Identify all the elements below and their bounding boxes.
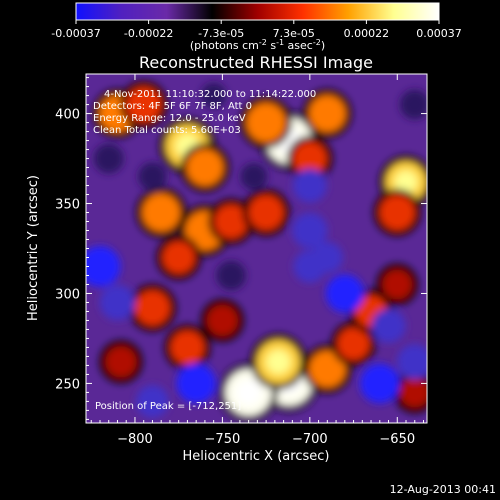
annotations: 4-Nov-2011 11:10:32.000 to 11:14:22.000 … xyxy=(93,89,316,412)
heatmap-blob xyxy=(99,284,136,321)
heatmap-blob-core xyxy=(394,170,418,194)
chart-title: Reconstructed RHESSI Image xyxy=(139,53,373,72)
annotation-clean: Clean Total counts: 5.60E+03 xyxy=(93,125,241,136)
x-tick-label: −800 xyxy=(117,432,153,447)
x-axis-label: Heliocentric X (arcsec) xyxy=(183,449,330,464)
colorbar-unit-label: (photons cm-2 s-1 asec-2) xyxy=(190,38,325,52)
y-axis-label: Heliocentric Y (arcsec) xyxy=(26,175,41,321)
heatmap-blob xyxy=(337,327,370,361)
heatmap-blob xyxy=(186,149,224,186)
y-tick-label: 300 xyxy=(55,287,80,302)
heatmap-blob xyxy=(170,330,205,365)
colorbar-tick-label: -0.00037 xyxy=(51,27,100,40)
heatmap-blob xyxy=(308,95,346,132)
x-tick-label: −650 xyxy=(379,432,415,447)
heatmap-blob xyxy=(206,304,238,337)
y-tick-label: 250 xyxy=(55,377,80,392)
heatmap-blob xyxy=(308,350,346,388)
heatmap-blob xyxy=(134,290,171,326)
heatmap-blob xyxy=(311,241,343,274)
colorbar-tick-label: -7.3e-05 xyxy=(198,27,244,40)
annotation-peak: Position of Peak = [-712,251] xyxy=(95,401,241,412)
heatmap-blob xyxy=(86,245,121,287)
heatmap-blob xyxy=(142,193,181,232)
heatmap-blob xyxy=(371,308,406,343)
heatmap-blob xyxy=(138,162,167,191)
heatmap-blob xyxy=(246,102,286,143)
x-axis: −800 −750 −700 −650 xyxy=(90,74,425,447)
heatmap-blob xyxy=(162,241,195,274)
heatmap-blob xyxy=(214,204,249,239)
heatmap-blob xyxy=(292,212,328,249)
heatmap-blob xyxy=(379,194,415,231)
x-tick-label: −750 xyxy=(205,432,241,447)
colorbar-tick-label: 0.00037 xyxy=(416,27,462,40)
y-tick-label: 350 xyxy=(55,198,80,213)
heatmap-blob xyxy=(292,141,327,176)
colorbar-tick-label: 7.3e-05 xyxy=(273,27,315,40)
heatmap-blob-core xyxy=(266,349,291,374)
heatmap-blob xyxy=(325,274,364,313)
heatmap-blob xyxy=(399,89,427,120)
y-tick-label: 400 xyxy=(55,108,80,123)
heatmap-blob xyxy=(216,260,247,291)
colorbar-tick-label: 0.00022 xyxy=(344,27,390,40)
heatmap-blob xyxy=(248,194,284,231)
annotation-energy: Energy Range: 12.0 - 25.0 keV xyxy=(93,113,246,124)
x-tick-label: −700 xyxy=(292,432,328,447)
heatmap-blob xyxy=(240,163,268,191)
heatmap-blob xyxy=(200,82,227,109)
heatmap-image xyxy=(86,74,427,423)
colorbar-tick-label: -0.00022 xyxy=(124,27,173,40)
heatmap-blob xyxy=(382,269,413,300)
heatmap-blob xyxy=(176,363,216,404)
heatmap-blob xyxy=(126,86,162,123)
heatmap-blob xyxy=(397,344,427,380)
heatmap-blob-core xyxy=(235,379,262,406)
date-stamp: 12-Aug-2013 00:41 xyxy=(389,483,496,496)
heatmap-blob xyxy=(399,377,427,408)
heatmap-blob xyxy=(292,168,327,203)
heatmap-blob xyxy=(93,143,124,174)
y-axis: 250 300 350 400 xyxy=(55,77,427,420)
colorbar: -0.00037 -0.00022 -7.3e-05 7.3e-05 0.00022 0.… xyxy=(51,2,462,52)
heatmap-blob xyxy=(105,346,137,378)
colorbar-ticks: -0.00037 -0.00022 -7.3e-05 7.3e-05 0.00022 0.… xyxy=(51,20,462,40)
annotation-detectors: Detectors: 4F 5F 6F 7F 8F, Att 0 xyxy=(93,101,252,112)
heatmap-blob xyxy=(136,385,169,418)
annotation-time-range: 4-Nov-2011 11:10:32.000 to 11:14:22.000 xyxy=(104,89,316,100)
colorbar-ramp xyxy=(75,2,440,21)
heatmap-blob xyxy=(359,363,400,404)
